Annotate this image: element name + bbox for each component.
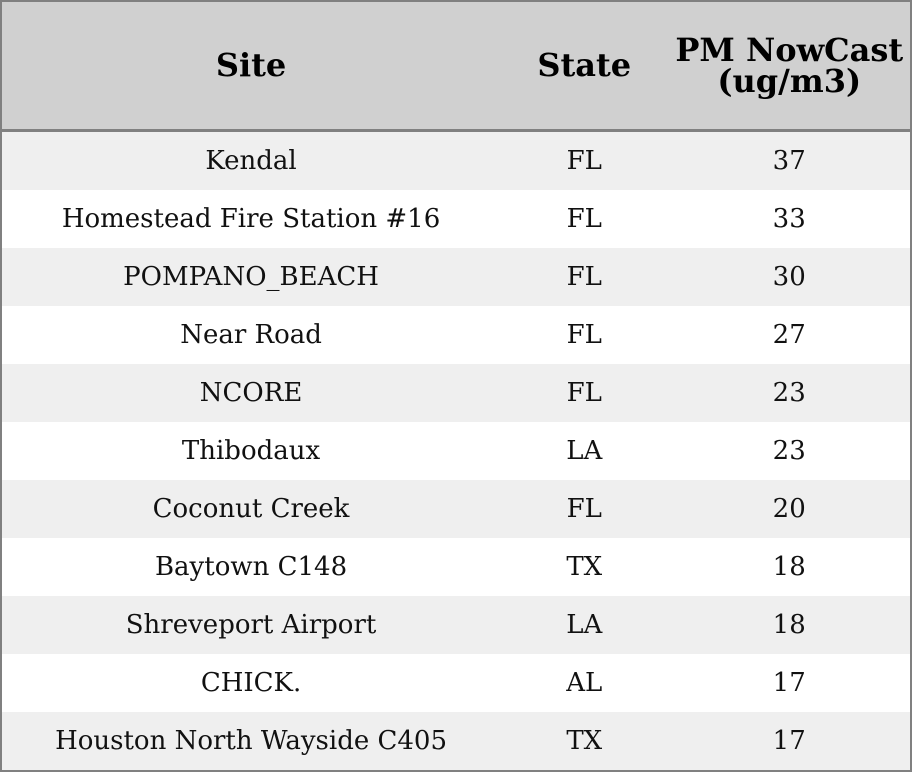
table-row: Coconut Creek FL 20 xyxy=(1,480,911,538)
table-cell: POMPANO_BEACH xyxy=(1,248,501,306)
table-cell: 23 xyxy=(668,422,911,480)
table-cell: Homestead Fire Station #16 xyxy=(1,190,501,248)
header-row: Site State PM NowCast (ug/m3) xyxy=(1,1,911,132)
table-row: NCORE FL 23 xyxy=(1,364,911,422)
table-cell: CHICK. xyxy=(1,654,501,712)
table-cell: Kendal xyxy=(1,130,501,190)
table-cell: 27 xyxy=(668,306,911,364)
table-cell: Houston North Wayside C405 xyxy=(1,712,501,771)
table-cell: TX xyxy=(500,538,669,596)
table-cell: AL xyxy=(500,654,669,712)
table-cell: Shreveport Airport xyxy=(1,596,501,654)
table-row: Shreveport Airport LA 18 xyxy=(1,596,911,654)
table-cell: 17 xyxy=(668,712,911,771)
table-cell: FL xyxy=(500,130,669,190)
table-cell: Near Road xyxy=(1,306,501,364)
table-cell: FL xyxy=(500,480,669,538)
table-cell: LA xyxy=(500,422,669,480)
table-row: Homestead Fire Station #16 FL 33 xyxy=(1,190,911,248)
table-cell: TX xyxy=(500,712,669,771)
table-cell: 30 xyxy=(668,248,911,306)
table-cell: 17 xyxy=(668,654,911,712)
table-cell: FL xyxy=(500,364,669,422)
table-body: Kendal FL 37 Homestead Fire Station #16 FL 33… xyxy=(1,130,911,771)
table-row: Near Road FL 27 xyxy=(1,306,911,364)
column-header: PM NowCast (ug/m3) xyxy=(668,1,911,132)
table-cell: Baytown C148 xyxy=(1,538,501,596)
table-cell: LA xyxy=(500,596,669,654)
table-cell: FL xyxy=(500,248,669,306)
table-cell: 33 xyxy=(668,190,911,248)
column-header: State xyxy=(500,1,669,132)
table-row: POMPANO_BEACH FL 30 xyxy=(1,248,911,306)
table-row: Baytown C148 TX 18 xyxy=(1,538,911,596)
table-cell: 18 xyxy=(668,596,911,654)
table-cell: FL xyxy=(500,190,669,248)
table-cell: Coconut Creek xyxy=(1,480,501,538)
table-cell: 37 xyxy=(668,130,911,190)
table-cell: Thibodaux xyxy=(1,422,501,480)
table-row: Kendal FL 37 xyxy=(1,130,911,190)
column-header: Site xyxy=(1,1,501,132)
table-cell: 20 xyxy=(668,480,911,538)
table-cell: FL xyxy=(500,306,669,364)
table-header: Site State PM NowCast (ug/m3) xyxy=(1,1,911,132)
table-row: Thibodaux LA 23 xyxy=(1,422,911,480)
table-cell: 18 xyxy=(668,538,911,596)
table-cell: NCORE xyxy=(1,364,501,422)
table-cell: 23 xyxy=(668,364,911,422)
table-row: CHICK. AL 17 xyxy=(1,654,911,712)
table-row: Houston North Wayside C405 TX 17 xyxy=(1,712,911,771)
